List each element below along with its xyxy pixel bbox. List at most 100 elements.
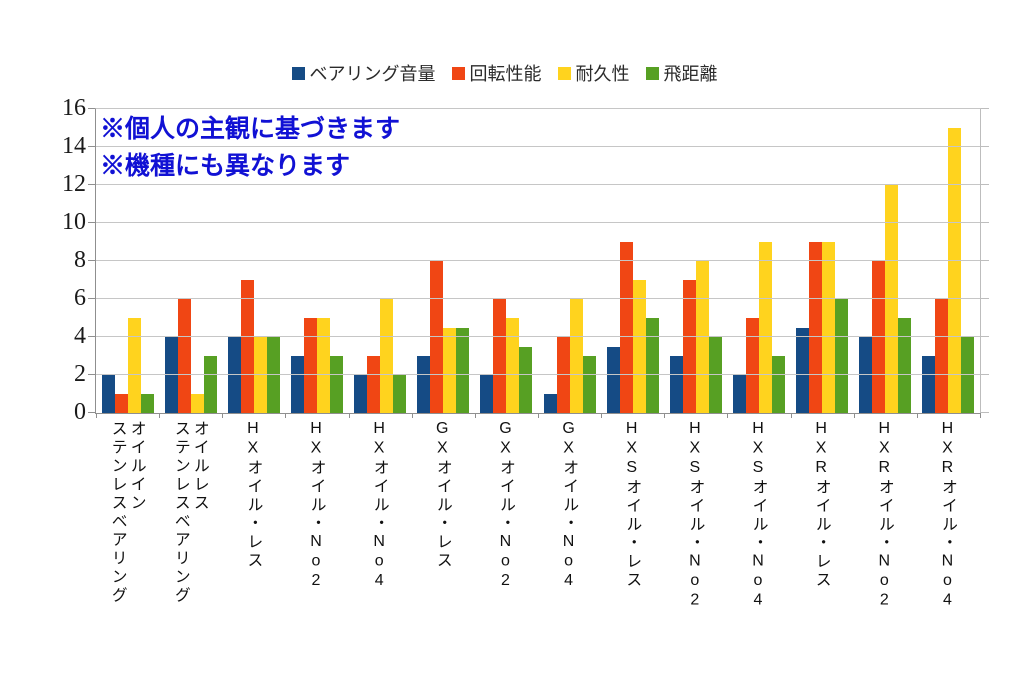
bar <box>796 327 810 413</box>
bar-group <box>664 109 727 413</box>
x-category-label: オイルレス ステンレスベアリング <box>171 420 208 605</box>
bar <box>745 318 759 413</box>
bar <box>835 299 849 413</box>
bar <box>898 318 912 413</box>
axis-tick <box>981 108 989 109</box>
bar <box>556 337 570 413</box>
y-tick-label: 6 <box>74 285 86 311</box>
axis-tick <box>980 413 981 418</box>
bar <box>872 261 886 413</box>
plot-area <box>88 108 989 418</box>
y-tick-label: 16 <box>62 95 86 121</box>
bar-group <box>285 109 348 413</box>
bar <box>253 337 267 413</box>
axis-tick <box>981 222 989 223</box>
legend-item: ベアリング音量 <box>291 60 436 86</box>
legend-item: 回転性能 <box>451 60 542 86</box>
axis-tick <box>159 413 161 418</box>
annotation-line-2: ※機種にも異なります <box>100 152 351 180</box>
gridline <box>96 298 980 299</box>
bar <box>177 299 191 413</box>
bar <box>329 356 343 413</box>
bar <box>443 327 457 413</box>
axis-tick <box>222 413 224 418</box>
bar <box>519 346 533 413</box>
legend-label: 回転性能 <box>469 64 542 84</box>
axis-tick <box>88 298 95 299</box>
axis-tick <box>411 413 413 418</box>
bar-group <box>159 109 222 413</box>
axis-tick <box>853 413 855 418</box>
bar <box>961 337 975 413</box>
y-tick-label: 14 <box>62 133 86 159</box>
x-category-label: HXSオイル・レス <box>623 420 641 590</box>
bar <box>569 299 583 413</box>
bar <box>164 337 178 413</box>
bars-row <box>96 109 980 413</box>
bar-group <box>854 109 917 413</box>
y-tick-label: 8 <box>74 247 86 273</box>
bar <box>290 356 304 413</box>
bar <box>619 242 633 413</box>
bar-group <box>727 109 790 413</box>
annotation-line-1: ※個人の主観に基づきます <box>100 115 401 143</box>
axis-tick <box>981 184 989 185</box>
axis-tick <box>981 298 989 299</box>
axis-tick <box>916 413 918 418</box>
bar-group <box>222 109 285 413</box>
axis-tick <box>601 413 603 418</box>
bar <box>456 327 470 413</box>
legend-item: 耐久性 <box>557 60 630 86</box>
bar <box>582 356 596 413</box>
axis-tick <box>88 108 95 109</box>
bar <box>809 242 823 413</box>
bar <box>695 261 709 413</box>
bar <box>543 394 557 413</box>
axis-tick <box>981 146 989 147</box>
x-category-label: HXオイル・No2 <box>307 420 325 592</box>
axis-tick <box>981 412 989 413</box>
axis-tick <box>348 413 350 418</box>
bar-group <box>412 109 475 413</box>
axis-tick <box>88 222 95 223</box>
bar <box>480 375 494 413</box>
legend-swatch-icon <box>557 66 571 80</box>
bar <box>758 242 772 413</box>
bar <box>632 280 646 413</box>
x-category-label: HXRオイル・レス <box>812 420 830 590</box>
bar-group <box>917 109 980 413</box>
gridline <box>96 260 980 261</box>
x-category-label: GXオイル・レス <box>433 420 451 570</box>
x-category-label: GXオイル・No4 <box>560 420 578 592</box>
axis-tick <box>474 413 476 418</box>
gridline <box>96 222 980 223</box>
bar <box>303 318 317 413</box>
legend-item: 飛距離 <box>645 60 718 86</box>
bar <box>948 128 962 413</box>
gridline <box>96 374 980 375</box>
y-tick-label: 0 <box>74 399 86 425</box>
legend-label: 飛距離 <box>663 64 718 84</box>
bar <box>101 375 115 413</box>
axis-tick <box>88 336 95 337</box>
x-category-label: GXオイル・No2 <box>496 420 514 592</box>
axis-tick <box>285 413 287 418</box>
bar <box>114 394 128 413</box>
bar <box>922 356 936 413</box>
bar <box>190 394 204 413</box>
bar <box>367 356 381 413</box>
legend-swatch-icon <box>645 66 659 80</box>
bar <box>430 261 444 413</box>
bar <box>645 318 659 413</box>
axis-tick <box>727 413 729 418</box>
axis-tick <box>88 374 95 375</box>
x-category-label: HXRオイル・No2 <box>875 420 893 611</box>
bar <box>859 337 873 413</box>
bar <box>708 337 722 413</box>
y-tick-label: 12 <box>62 171 86 197</box>
bar-group <box>538 109 601 413</box>
y-tick-label: 10 <box>62 209 86 235</box>
x-category-label: HXSオイル・No2 <box>686 420 704 611</box>
bar <box>127 318 141 413</box>
